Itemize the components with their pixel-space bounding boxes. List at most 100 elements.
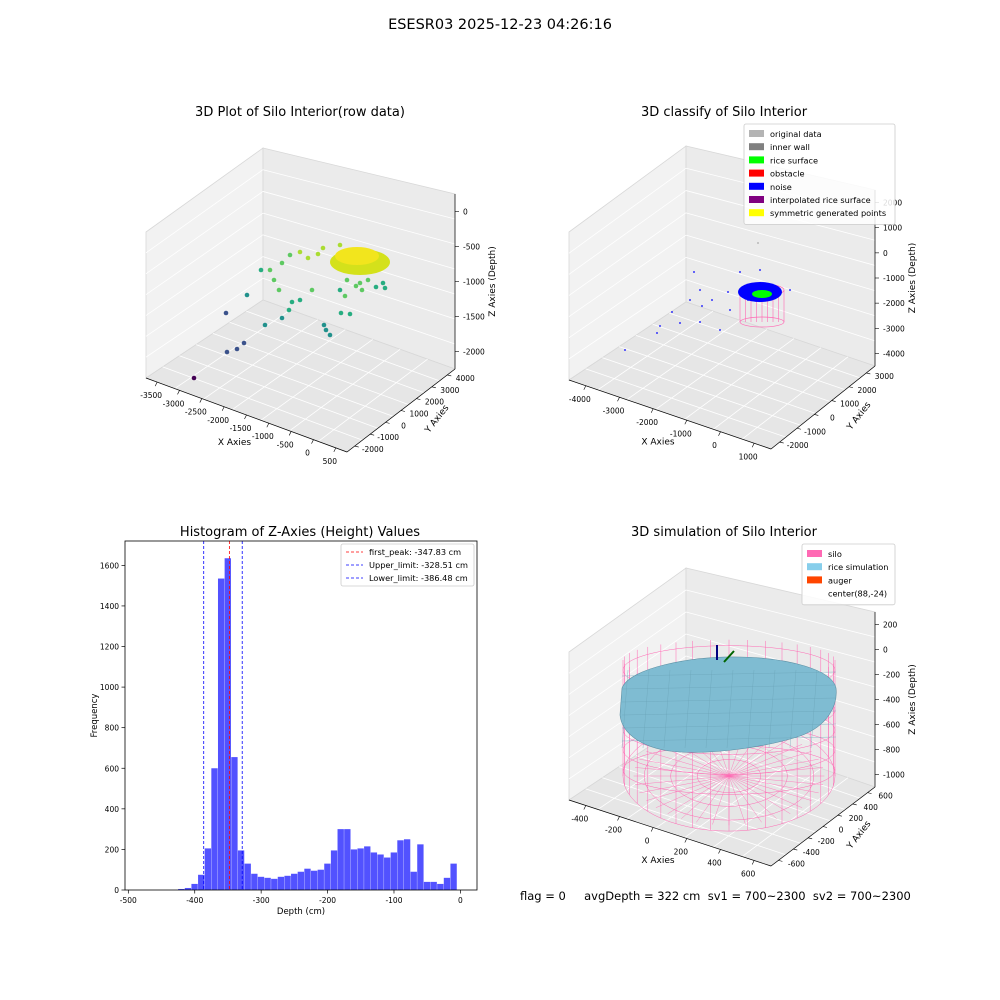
chart4-y-tick <box>778 860 783 862</box>
chart1-grid <box>145 212 264 295</box>
chart1-point <box>297 249 303 255</box>
chart1-x-tick-label: -1000 <box>252 432 274 441</box>
chart4-x-tick <box>650 827 654 832</box>
chart4-y-tick <box>808 837 813 840</box>
chart3-bar <box>310 870 318 890</box>
chart2-noise-point <box>699 321 701 323</box>
chart4-legend-label: rice simulation <box>828 562 888 572</box>
chart1-x-tick-label: -3500 <box>140 391 162 400</box>
chart3-bar <box>350 849 358 890</box>
chart2-grid <box>568 257 687 339</box>
chart2-x-tick <box>617 397 620 402</box>
chart2-legend-label: symmetric generated points <box>770 208 886 218</box>
chart4-x-tick-label: 200 <box>674 848 689 857</box>
chart4-silo-mesh <box>728 775 777 819</box>
chart4-z-tick-label: -400 <box>883 696 900 705</box>
chart2-grid <box>684 338 795 420</box>
chart2-x-tick <box>583 385 587 390</box>
chart2-y-tick <box>866 372 871 375</box>
chart1-x-tick <box>244 414 247 420</box>
chart1-grid <box>174 309 291 389</box>
chart4-x-axis <box>568 799 772 867</box>
chart3-bar <box>410 871 417 890</box>
chart4-title: 3D simulation of Silo Interior <box>631 525 818 540</box>
chart4-silo-mesh <box>655 775 730 808</box>
chart4-rice-mesh <box>789 669 797 749</box>
chart2-noise-point <box>701 305 703 307</box>
chart3-title: Histogram of Z-Axies (Height) Values <box>180 525 420 540</box>
chart1-grid <box>203 319 319 400</box>
chart4-silo-mesh <box>728 775 791 814</box>
chart4-rice-mesh <box>621 736 837 742</box>
chart4-grid <box>568 611 687 695</box>
chart1-point <box>337 242 343 248</box>
chart4-z-tick-label: -200 <box>883 671 900 680</box>
chart2-noise-point <box>759 269 761 271</box>
chart3-bar <box>403 839 411 890</box>
chart4-legend-label: center(88,-24) <box>828 589 887 599</box>
chart4-grid <box>685 611 876 663</box>
chart4-x-tick <box>583 805 587 810</box>
chart2-noise-point <box>659 325 661 327</box>
chart3-bar <box>204 848 212 890</box>
status-line: flag = 0 avgDepth = 322 cm sv1 = 700~230… <box>520 889 911 903</box>
chart1-x-tick <box>199 398 203 403</box>
chart2-noise-point <box>671 311 673 313</box>
chart3-bar <box>344 829 351 890</box>
chart1-x-tick <box>221 406 225 411</box>
chart1-point <box>321 322 327 328</box>
chart2-noise-point <box>729 309 731 311</box>
chart4-rice-mesh <box>621 723 837 729</box>
chart4-silo-mesh <box>667 775 730 814</box>
chart2-legend-label: obstacle <box>770 169 805 179</box>
chart1-point <box>342 293 348 299</box>
chart2-y-tick <box>848 386 854 389</box>
chart4-x-tick-label: 0 <box>645 837 650 846</box>
chart1-x-tick-label: 0 <box>305 449 310 458</box>
chart2-y-tick <box>831 400 836 402</box>
chart1-grid <box>145 277 264 358</box>
chart1-point <box>258 267 264 273</box>
chart2-y-tick-label: 2000 <box>857 386 876 395</box>
chart1-point <box>344 277 350 283</box>
chart3-bar <box>377 854 384 890</box>
chart1-z-tick-label: -1000 <box>463 278 485 287</box>
chart1-point <box>359 287 365 293</box>
chart3-bar <box>291 873 298 890</box>
chart4-y-tick-label: 400 <box>864 803 879 812</box>
chart3-bar <box>277 876 285 890</box>
chart1-point <box>327 332 333 338</box>
chart1-title: 3D Plot of Silo Interior(row data) <box>195 105 405 120</box>
chart1-grid <box>289 348 401 432</box>
chart4-rice-mesh <box>726 669 734 749</box>
chart2-legend-label: original data <box>770 129 822 139</box>
chart4-grid <box>602 777 801 844</box>
chart4-z-tick-label: 200 <box>883 621 898 630</box>
chart4-silo-mesh <box>728 775 819 794</box>
chart1-point <box>309 287 315 293</box>
chart4-z-tick-label: -800 <box>883 746 900 755</box>
chart3-bar <box>297 871 305 890</box>
chart1-x-tick-label: -1500 <box>230 424 252 433</box>
chart1-y-label: Y Axies <box>423 403 452 436</box>
chart1-point <box>262 322 268 328</box>
chart1-grid <box>246 310 440 382</box>
chart2-x-tick-label: -3000 <box>603 406 625 415</box>
chart1-point <box>289 299 295 305</box>
chart2-grid <box>568 234 687 317</box>
chart2-original-point <box>757 242 759 244</box>
chart2-y-tick-label: -2000 <box>787 441 809 450</box>
chart1-point <box>305 255 311 261</box>
chart4-x-tick-label: 400 <box>707 859 722 868</box>
chart2-y-tick-label: 1000 <box>840 400 859 409</box>
chart2-grid <box>685 234 876 291</box>
chart3-x-label: Depth (cm) <box>277 907 325 917</box>
chart2-y-tick <box>796 427 802 430</box>
chart4-x-label: X Axies <box>641 856 675 866</box>
chart3-legend-label: Lower_limit: -386.48 cm <box>369 573 468 583</box>
chart2-legend-swatch <box>749 169 764 177</box>
chart4-y-tick <box>852 803 857 806</box>
chart1-grid <box>231 329 346 411</box>
chart3-y-tick-label: 0 <box>114 886 119 895</box>
chart4-z-tick-label: -1000 <box>883 771 905 780</box>
